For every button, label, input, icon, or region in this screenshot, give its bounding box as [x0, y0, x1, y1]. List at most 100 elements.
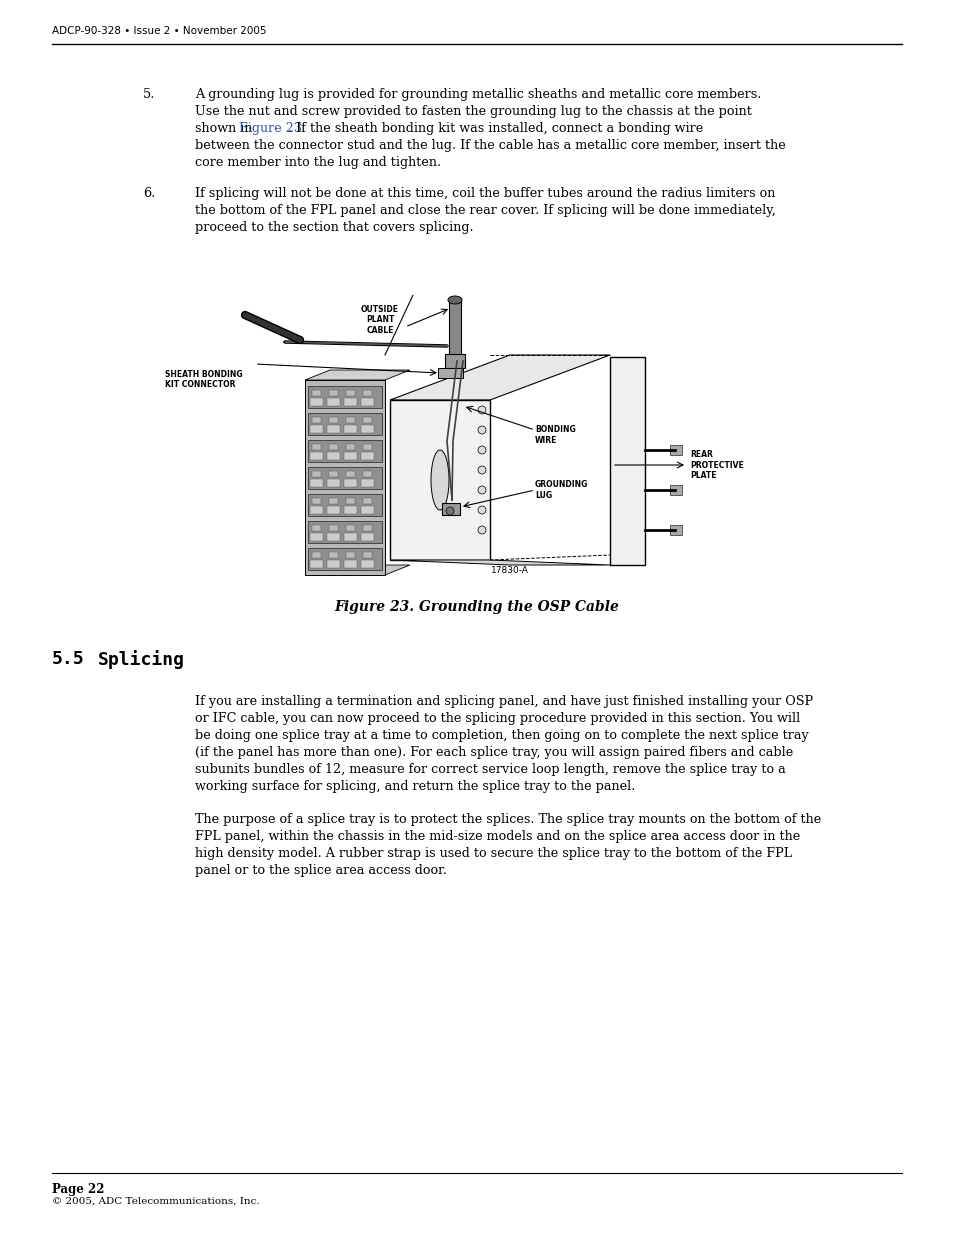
Text: Splicing: Splicing	[98, 650, 185, 669]
Bar	[363, 525, 372, 531]
Text: 6.: 6.	[143, 186, 154, 200]
Text: or IFC cable, you can now proceed to the splicing procedure provided in this sec: or IFC cable, you can now proceed to the…	[194, 713, 800, 725]
Bar	[344, 534, 356, 541]
Text: GROUNDING
LUG: GROUNDING LUG	[535, 480, 588, 500]
Ellipse shape	[669, 447, 679, 453]
Bar	[327, 452, 339, 459]
Circle shape	[477, 406, 485, 414]
Bar	[310, 506, 323, 514]
Bar	[360, 479, 374, 487]
Polygon shape	[305, 380, 385, 576]
Bar	[360, 534, 374, 541]
Bar	[346, 552, 355, 558]
Bar	[444, 354, 464, 368]
Bar	[437, 368, 462, 378]
Text: the bottom of the FPL panel and close the rear cover. If splicing will be done i: the bottom of the FPL panel and close th…	[194, 204, 775, 217]
Text: 17830-A: 17830-A	[491, 566, 528, 576]
Text: between the connector stud and the lug. If the cable has a metallic core member,: between the connector stud and the lug. …	[194, 140, 785, 152]
Bar	[344, 506, 356, 514]
Text: BONDING
WIRE: BONDING WIRE	[535, 425, 576, 445]
Bar	[308, 494, 381, 516]
Bar	[344, 425, 356, 433]
Bar	[329, 471, 337, 477]
Bar	[363, 552, 372, 558]
Bar	[669, 485, 681, 495]
Text: Figure 23. Grounding the OSP Cable: Figure 23. Grounding the OSP Cable	[335, 600, 618, 614]
Bar	[327, 398, 339, 406]
Bar	[346, 525, 355, 531]
Bar	[363, 471, 372, 477]
Text: OUTSIDE
PLANT
CABLE: OUTSIDE PLANT CABLE	[360, 305, 398, 335]
Bar	[363, 417, 372, 424]
Bar	[329, 498, 337, 504]
Circle shape	[477, 426, 485, 433]
Bar	[344, 559, 356, 568]
Ellipse shape	[431, 450, 449, 510]
Bar	[329, 525, 337, 531]
Bar	[344, 452, 356, 459]
Bar	[310, 425, 323, 433]
Circle shape	[477, 526, 485, 534]
Bar	[312, 390, 320, 396]
Ellipse shape	[669, 526, 679, 534]
Bar	[346, 498, 355, 504]
Text: proceed to the section that covers splicing.: proceed to the section that covers splic…	[194, 221, 473, 233]
Text: . If the sheath bonding kit was installed, connect a bonding wire: . If the sheath bonding kit was installe…	[288, 122, 702, 135]
Bar	[312, 445, 320, 450]
Text: The purpose of a splice tray is to protect the splices. The splice tray mounts o: The purpose of a splice tray is to prote…	[194, 813, 821, 826]
Text: working surface for splicing, and return the splice tray to the panel.: working surface for splicing, and return…	[194, 781, 635, 793]
Bar	[327, 425, 339, 433]
Text: If you are installing a termination and splicing panel, and have just finished i: If you are installing a termination and …	[194, 695, 812, 708]
Bar	[308, 521, 381, 543]
Circle shape	[477, 466, 485, 474]
Bar	[327, 479, 339, 487]
Bar	[310, 534, 323, 541]
Bar	[312, 471, 320, 477]
Bar	[344, 398, 356, 406]
Ellipse shape	[669, 487, 679, 494]
Text: be doing one splice tray at a time to completion, then going on to complete the : be doing one splice tray at a time to co…	[194, 729, 808, 742]
Bar	[327, 559, 339, 568]
Bar	[609, 357, 644, 564]
Bar	[360, 398, 374, 406]
Circle shape	[477, 446, 485, 454]
Bar	[327, 506, 339, 514]
Text: 5.: 5.	[143, 88, 154, 101]
Bar	[308, 440, 381, 462]
Bar	[327, 534, 339, 541]
Text: high density model. A rubber strap is used to secure the splice tray to the bott: high density model. A rubber strap is us…	[194, 847, 791, 860]
Text: 5.5: 5.5	[52, 650, 85, 668]
Bar	[312, 498, 320, 504]
Bar	[344, 479, 356, 487]
Bar	[329, 390, 337, 396]
Bar	[308, 412, 381, 435]
Text: © 2005, ADC Telecommunications, Inc.: © 2005, ADC Telecommunications, Inc.	[52, 1197, 259, 1207]
Bar	[363, 445, 372, 450]
Bar	[669, 445, 681, 454]
Bar	[308, 467, 381, 489]
Bar	[360, 452, 374, 459]
Polygon shape	[390, 559, 609, 564]
Circle shape	[477, 487, 485, 494]
Bar	[360, 506, 374, 514]
Text: A grounding lug is provided for grounding metallic sheaths and metallic core mem: A grounding lug is provided for groundin…	[194, 88, 760, 101]
Text: panel or to the splice area access door.: panel or to the splice area access door.	[194, 864, 447, 877]
Text: REAR
PROTECTIVE
PLATE: REAR PROTECTIVE PLATE	[689, 450, 743, 480]
Text: subunits bundles of 12, measure for correct service loop length, remove the spli: subunits bundles of 12, measure for corr…	[194, 763, 785, 776]
Text: If splicing will not be done at this time, coil the buffer tubes around the radi: If splicing will not be done at this tim…	[194, 186, 775, 200]
Circle shape	[477, 506, 485, 514]
Bar	[329, 552, 337, 558]
Polygon shape	[390, 400, 490, 559]
Bar	[310, 452, 323, 459]
Bar	[310, 559, 323, 568]
Circle shape	[446, 508, 454, 515]
Bar	[449, 300, 460, 356]
Text: core member into the lug and tighten.: core member into the lug and tighten.	[194, 156, 440, 169]
Text: ADCP-90-328 • Issue 2 • November 2005: ADCP-90-328 • Issue 2 • November 2005	[52, 26, 266, 36]
Polygon shape	[305, 370, 410, 380]
Bar	[312, 417, 320, 424]
Bar	[346, 445, 355, 450]
Bar	[346, 471, 355, 477]
Text: Figure 23: Figure 23	[239, 122, 302, 135]
Polygon shape	[305, 564, 410, 576]
